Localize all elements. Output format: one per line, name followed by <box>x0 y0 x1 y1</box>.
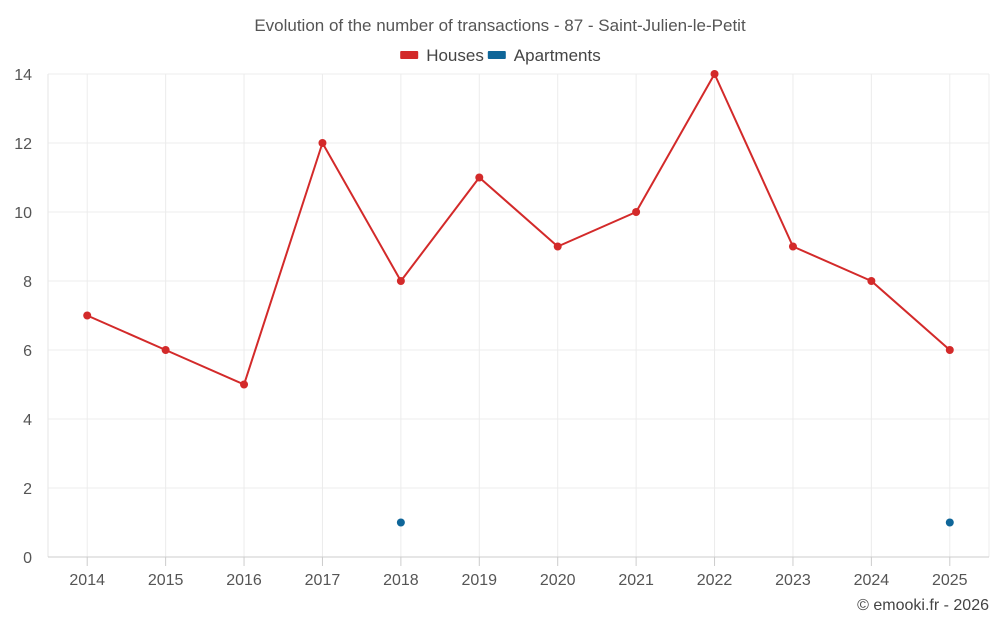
y-tick-label: 10 <box>14 205 32 222</box>
x-tick-label: 2017 <box>305 572 341 589</box>
data-point-houses <box>945 346 954 354</box>
legend-swatch-houses <box>400 51 419 59</box>
y-tick-label: 6 <box>23 343 32 360</box>
data-point-houses <box>788 242 797 251</box>
x-tick-label: 2014 <box>69 572 105 589</box>
data-point-houses <box>240 380 249 389</box>
legend: Houses Apartments <box>400 46 601 65</box>
grid <box>47 73 990 557</box>
y-tick-label: 8 <box>23 274 32 291</box>
x-tick-label: 2020 <box>540 572 576 589</box>
series-line-houses <box>86 73 951 386</box>
x-tick-label: 2022 <box>697 572 733 589</box>
y-tick-label: 0 <box>23 550 32 567</box>
x-tick-label: 2021 <box>618 572 654 589</box>
legend-swatch-apartments <box>487 51 506 59</box>
data-point-houses <box>867 277 876 285</box>
y-tick-label: 2 <box>23 481 32 498</box>
data-point-houses <box>318 139 327 147</box>
data-point-apartments <box>945 518 954 527</box>
legend-label-houses: Houses <box>426 46 484 65</box>
legend-label-apartments: Apartments <box>514 46 601 65</box>
data-point-apartments <box>396 518 405 527</box>
data-point-houses <box>710 70 719 78</box>
chart-title: Evolution of the number of transactions … <box>254 16 746 35</box>
data-point-houses <box>396 277 405 285</box>
y-tick-label: 12 <box>14 136 32 153</box>
data-point-houses <box>475 173 484 182</box>
x-tick-label: 2023 <box>775 572 811 589</box>
series-layer <box>83 70 954 527</box>
x-tick-label: 2019 <box>461 572 497 589</box>
data-point-houses <box>161 346 170 354</box>
y-axis: 0 2 4 6 8 10 12 14 <box>14 67 32 567</box>
y-tick-label: 4 <box>23 412 32 429</box>
x-axis: 2014 2015 2016 2017 2018 2019 2020 2021 2022 2023… <box>48 556 989 589</box>
credit-text: © emooki.fr - 2026 <box>857 597 989 614</box>
x-tick-label: 2018 <box>383 572 419 589</box>
data-point-houses <box>553 242 562 251</box>
x-tick-label: 2024 <box>854 572 890 589</box>
x-tick-label: 2025 <box>932 572 968 589</box>
x-tick-label: 2015 <box>148 572 184 589</box>
data-point-houses <box>83 311 92 320</box>
data-point-houses <box>632 208 641 216</box>
y-tick-label: 14 <box>14 67 32 84</box>
x-tick-label: 2016 <box>226 572 262 589</box>
